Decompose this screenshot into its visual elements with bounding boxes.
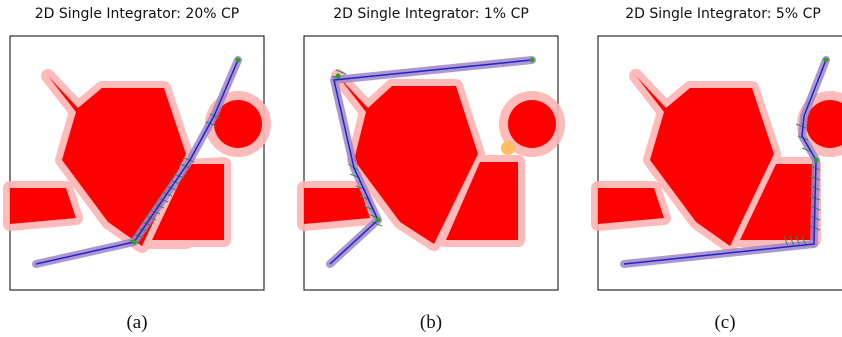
panel-c-title: 2D Single Integrator: 5% CP <box>625 6 821 22</box>
panel-c-plot <box>591 35 842 291</box>
obstacle-polygon <box>10 188 76 224</box>
obstacle-circle <box>508 100 556 148</box>
goal-marker <box>529 57 535 63</box>
panel-a-caption: (a) <box>126 312 148 333</box>
waypoint-marker <box>131 239 137 245</box>
panel-a-title: 2D Single Integrator: 20% CP <box>34 6 240 22</box>
trajectory-line <box>35 59 239 265</box>
obstacle-polygon <box>338 76 478 244</box>
obstacle-circle <box>214 100 262 148</box>
panel-b-caption: (b) <box>419 312 443 333</box>
obstacles <box>598 76 842 246</box>
obstacle-polygon <box>48 76 186 246</box>
obstacle-polygon <box>304 188 370 224</box>
panel-b-title: 2D Single Integrator: 1% CP <box>333 6 529 22</box>
waypoint-marker <box>813 157 819 163</box>
obstacle-polygon <box>152 164 224 240</box>
panel-c-caption: (c) <box>714 312 736 333</box>
trajectory-line <box>329 59 533 265</box>
panel-a-plot <box>3 35 271 291</box>
obstacle-polygon <box>598 188 664 224</box>
obstacles <box>10 76 262 246</box>
trajectory-line <box>623 59 827 265</box>
obstacles <box>304 76 556 244</box>
obstacle-polygon <box>636 76 774 246</box>
uncertain-obstacle <box>501 141 515 155</box>
obstacle-polygon <box>740 164 814 240</box>
panel-b-plot <box>297 35 565 291</box>
goal-marker <box>235 57 241 63</box>
waypoint-marker <box>375 217 381 223</box>
waypoint-marker <box>335 73 341 79</box>
obstacle-polygon <box>446 162 518 240</box>
obstacle-circle <box>806 100 842 148</box>
goal-marker <box>823 57 829 63</box>
